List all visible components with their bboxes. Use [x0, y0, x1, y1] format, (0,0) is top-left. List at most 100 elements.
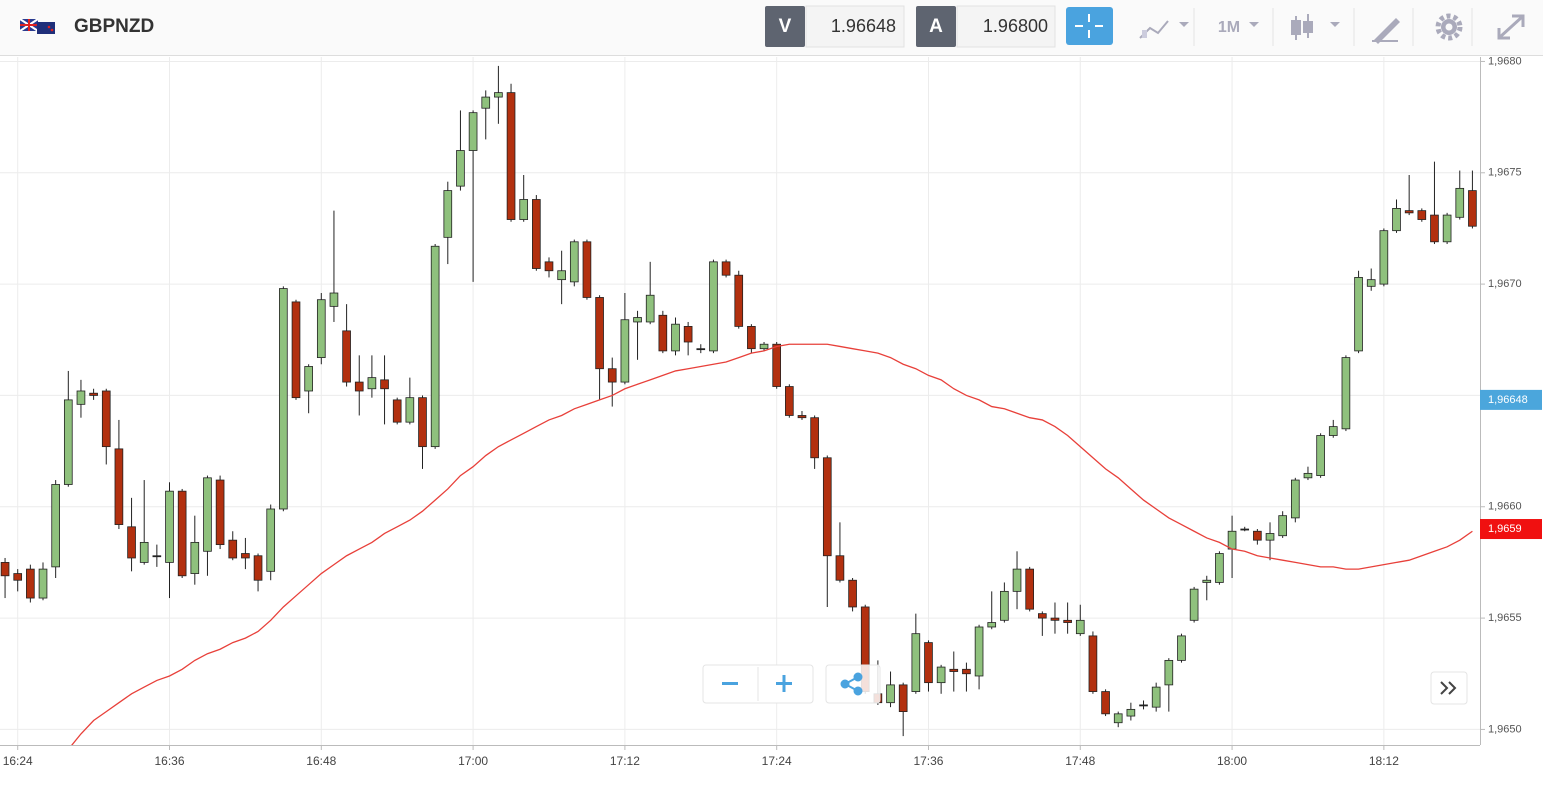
candle-body: [1038, 613, 1047, 619]
plot-area: [0, 65, 1477, 745]
candle-body: [595, 297, 604, 370]
candle-body: [721, 261, 731, 276]
candle-body: [1063, 619, 1072, 623]
candle-body: [430, 245, 440, 448]
price-tag: [1480, 519, 1542, 540]
candle-body: [936, 666, 946, 684]
candle-body: [810, 417, 819, 459]
candle-body: [443, 190, 453, 238]
sell-label: V: [779, 16, 792, 37]
sell-price-box[interactable]: [805, 5, 905, 48]
grid: [0, 57, 1480, 745]
candle-body: [822, 457, 832, 557]
candle-body: [418, 397, 427, 448]
candle-body: [797, 415, 807, 419]
candle-body: [1392, 208, 1401, 232]
settings-button[interactable]: [1435, 13, 1463, 41]
x-tick-label: 17:48: [1065, 754, 1095, 768]
candle-body: [658, 314, 668, 352]
candle-body: [506, 92, 516, 220]
candle-body: [127, 526, 136, 559]
candle-body: [241, 553, 250, 559]
candle-body: [1265, 533, 1275, 541]
candle-body: [1151, 686, 1161, 708]
candle-body: [177, 490, 187, 577]
candle-body: [456, 150, 465, 187]
candle-style-button[interactable]: [1291, 14, 1340, 40]
timeframe[interactable]: 1M: [1218, 19, 1240, 36]
price-tag-label: 1,96648: [1488, 394, 1528, 406]
candle-body: [1177, 635, 1186, 661]
candle-body: [898, 684, 908, 713]
candle-body: [139, 541, 149, 563]
price-tag-label: 1,9659: [1488, 523, 1522, 535]
candle-body: [38, 568, 48, 599]
candle-body: [405, 397, 415, 423]
candle-body: [848, 579, 857, 608]
candle-body: [924, 642, 933, 684]
axes: 1,96501,96551,96601,96651,96701,96751,96…: [3, 55, 1542, 768]
buy-button[interactable]: [916, 6, 956, 47]
candle-body: [544, 261, 554, 272]
candle-body: [1164, 659, 1174, 686]
candle-body: [266, 508, 276, 572]
candle-body: [1303, 472, 1313, 479]
candle-body: [215, 479, 225, 546]
candle-body: [620, 319, 630, 383]
candle-body: [1328, 426, 1338, 436]
candle-body: [671, 323, 680, 352]
crosshair-button[interactable]: [1066, 7, 1113, 45]
candle-body: [1455, 187, 1465, 218]
candle-body: [962, 668, 971, 675]
candle-body: [1126, 708, 1136, 717]
x-tick-label: 16:24: [3, 754, 33, 768]
drawing-tools-button[interactable]: [1372, 18, 1400, 44]
sell-button[interactable]: [765, 6, 805, 47]
candle-body: [392, 399, 402, 423]
candle-body: [316, 299, 326, 358]
candle-body: [1050, 617, 1060, 621]
candle-body: [1113, 713, 1123, 724]
fullscreen-button[interactable]: [1497, 14, 1525, 40]
candle-body: [279, 288, 288, 510]
candle-body: [1202, 579, 1212, 583]
candle-body: [1366, 279, 1376, 287]
candle-body: [1000, 590, 1009, 621]
candle-body: [607, 368, 617, 383]
candle-body: [759, 343, 769, 350]
candle-body: [886, 684, 895, 704]
candle-body: [1430, 214, 1439, 243]
buy-price-box[interactable]: [956, 5, 1056, 48]
candle-body: [26, 568, 35, 599]
candle-body: [569, 241, 579, 283]
candle-body: [1139, 704, 1148, 707]
chart-type-button[interactable]: [1139, 20, 1189, 39]
price-tag: [1480, 389, 1542, 410]
x-tick-label: 18:12: [1369, 754, 1399, 768]
zoom-in-button[interactable]: [776, 675, 792, 692]
crosshair-icon: [1075, 14, 1103, 38]
candle-body: [380, 379, 389, 390]
buy-label: A: [929, 16, 943, 37]
candle-body: [696, 348, 706, 351]
candle-body: [1468, 190, 1477, 227]
share-button[interactable]: [840, 672, 863, 696]
candle-body: [645, 294, 655, 323]
y-tick-label: 1,9650: [1488, 723, 1522, 735]
candle-body: [291, 301, 301, 399]
candle-body: [709, 261, 718, 352]
candle-body: [582, 241, 592, 298]
candle-body: [1189, 588, 1199, 621]
zoom-out-button[interactable]: [722, 682, 738, 685]
x-tick-label: 17:24: [762, 754, 792, 768]
candle-body: [1379, 230, 1389, 285]
candle-body: [354, 381, 364, 392]
scroll-end-button[interactable]: [1430, 671, 1468, 705]
candle-body: [557, 270, 566, 281]
candle-body: [203, 477, 212, 552]
candle-body: [1442, 214, 1452, 243]
candle-body: [367, 377, 377, 390]
candle-body: [1417, 210, 1427, 220]
candle-body: [911, 633, 921, 692]
